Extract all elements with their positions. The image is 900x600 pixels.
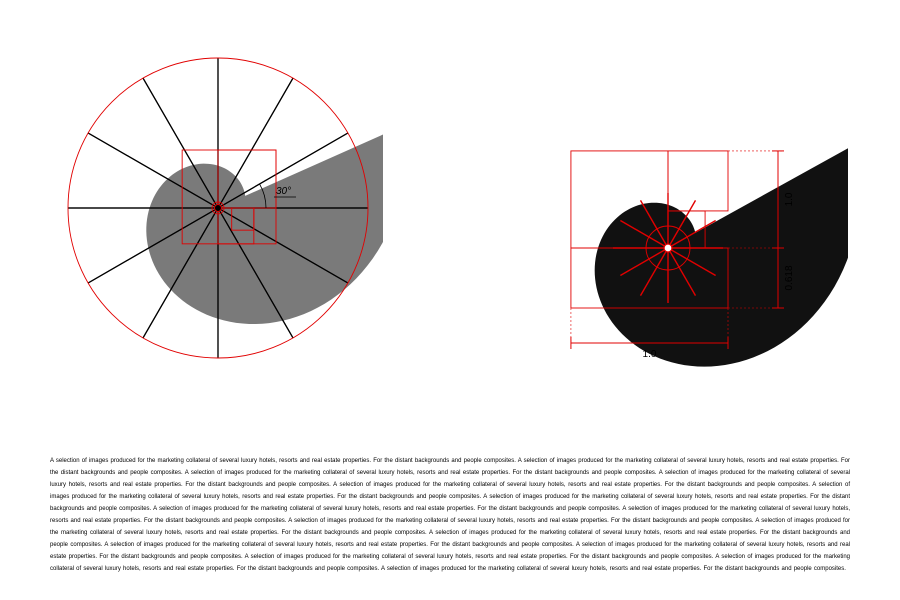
footer-paragraph: A selection of images produced for the m… [50, 455, 850, 575]
golden-spiral-dimensioned-svg: 1.0 1.0 0.618 [488, 28, 848, 388]
golden-spiral-construction-svg: 30° [53, 43, 383, 373]
left-diagram: 30° [53, 43, 383, 378]
svg-text:30°: 30° [276, 186, 291, 197]
page-canvas: 30° 1.0 1.0 0.618 A selection of images pr… [0, 0, 900, 600]
svg-text:0.618: 0.618 [784, 265, 795, 290]
right-diagram: 1.0 1.0 0.618 [488, 28, 848, 393]
diagrams-row: 30° 1.0 1.0 0.618 [0, 30, 900, 390]
svg-text:1.0: 1.0 [784, 192, 795, 206]
svg-text:1.0: 1.0 [642, 349, 656, 360]
